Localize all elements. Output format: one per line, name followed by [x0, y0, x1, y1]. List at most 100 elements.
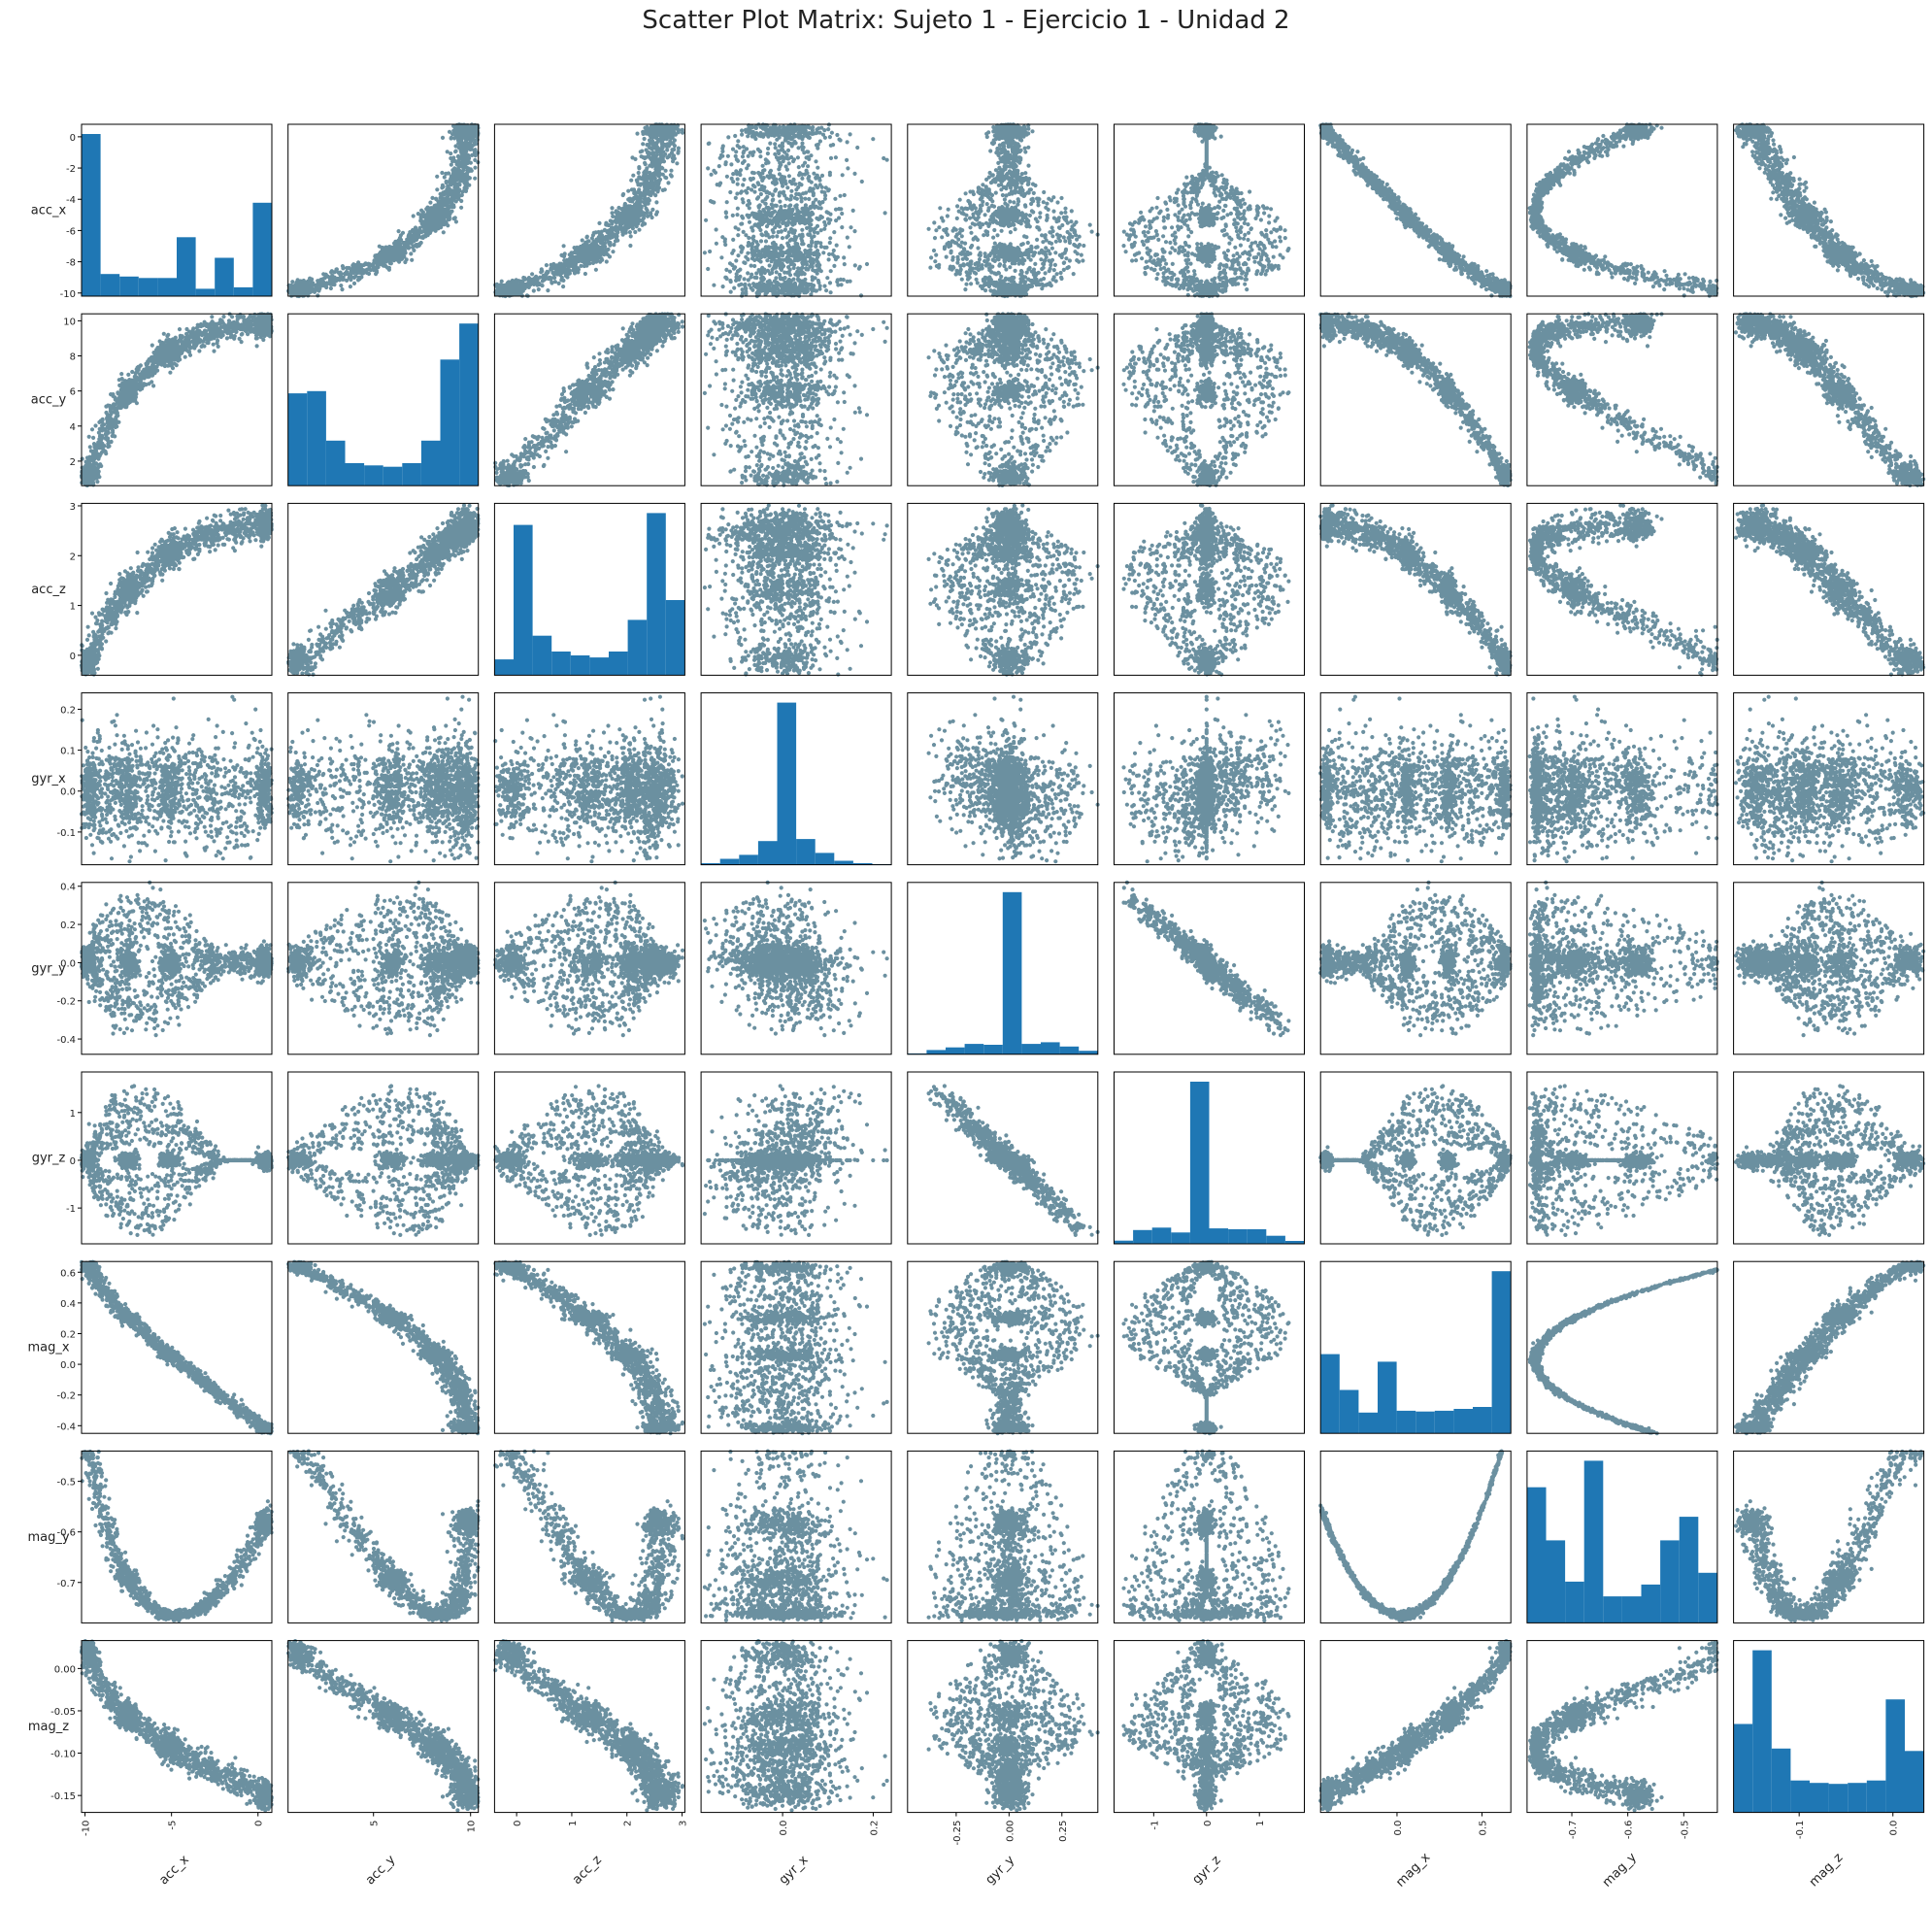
- subplot-gyr_x-vs-mag_y: [1526, 692, 1719, 866]
- subplot-acc_z-vs-acc_x: 3 2 1 0 acc_z: [31, 502, 274, 677]
- x-tick-label: -1: [1149, 1821, 1160, 1830]
- hist-bar: [1059, 1046, 1080, 1054]
- axis-frame: [493, 123, 685, 297]
- hist-bar: [796, 839, 816, 865]
- y-tick-label: 0.2: [60, 1329, 76, 1340]
- axis-frame: [907, 692, 1099, 866]
- scatter-points: [1527, 503, 1719, 677]
- hist-bar: [609, 652, 628, 676]
- subplot-gyr_z-vs-acc_y: [286, 1071, 481, 1245]
- x-axis-label: mag_x: [1393, 1850, 1433, 1890]
- subplot-acc_z-vs-gyr_x: [700, 502, 892, 677]
- subplot-mag_y-vs-acc_y: [287, 1449, 481, 1623]
- subplot-gyr_y-vs-mag_y: [1526, 880, 1719, 1055]
- hist-bar: [402, 463, 421, 486]
- hist-bar: [1491, 1271, 1512, 1434]
- axis-frame: [1526, 1071, 1718, 1245]
- subplot-mag_z-vs-acc_y: 5 10 acc_y: [286, 1639, 481, 1888]
- y-tick-label: 0.2: [60, 705, 76, 716]
- subplot-mag_y-vs-mag_y: [1526, 1450, 1718, 1623]
- subplot-mag_y-vs-mag_z: [1733, 1449, 1925, 1623]
- y-tick-label: 3: [70, 502, 76, 513]
- subplot-mag_z-vs-gyr_x: 0.0 0.2 gyr_x: [700, 1639, 892, 1888]
- axis-frame: [493, 1071, 685, 1245]
- y-tick-label: -0.7: [56, 1579, 76, 1589]
- subplot-acc_x-vs-acc_y: [286, 122, 481, 299]
- subplot-mag_z-vs-gyr_z: -1 0 1 gyr_z: [1114, 1639, 1305, 1888]
- y-tick-label: -2: [66, 164, 76, 175]
- scatter-points: [926, 1639, 1100, 1813]
- y-tick-label: -0.10: [50, 1750, 76, 1760]
- scatter-points: [1733, 312, 1926, 487]
- scatter-points: [1733, 503, 1926, 677]
- y-tick-label: 10: [63, 317, 76, 327]
- scatter-points: [702, 1449, 889, 1623]
- hist-bar: [1378, 1361, 1397, 1434]
- scatter-points: [79, 694, 274, 864]
- axis-frame: [1526, 1640, 1718, 1814]
- scatter-points: [493, 1449, 685, 1623]
- axis-frame: [493, 1640, 685, 1814]
- subplot-acc_z-vs-acc_z: [493, 502, 685, 676]
- hist-bar: [1698, 1572, 1717, 1623]
- scatter-points: [493, 694, 685, 864]
- axis-frame: [81, 1260, 273, 1434]
- hist-bar: [1473, 1407, 1492, 1434]
- y-tick-label: 0.1: [60, 747, 76, 757]
- y-axis-label: acc_x: [31, 204, 67, 218]
- subplot-mag_x-vs-acc_x: 0.6 0.4 0.2 0.0 -0.2 -0.4 mag_x: [27, 1259, 274, 1436]
- subplot-acc_y-vs-gyr_z: [1114, 312, 1305, 487]
- hist-bar: [1565, 1581, 1584, 1623]
- scatter-points: [79, 880, 274, 1038]
- scatter-points: [286, 1259, 481, 1436]
- subplot-acc_z-vs-mag_z: [1733, 502, 1926, 677]
- hist-bar: [983, 1045, 1003, 1054]
- subplot-acc_x-vs-acc_x: 0 -2 -4 -6 -8 -10 acc_x: [31, 123, 273, 300]
- scatter-points: [926, 503, 1100, 677]
- axis-frame: [1733, 882, 1925, 1055]
- subplot-gyr_x-vs-acc_z: [493, 692, 685, 866]
- subplot-gyr_z-vs-mag_y: [1526, 1071, 1719, 1245]
- axis-frame: [287, 313, 480, 486]
- hist-bar: [1228, 1229, 1248, 1244]
- x-tick-label: 5: [370, 1821, 381, 1826]
- axis-frame: [493, 692, 685, 866]
- subplot-gyr_y-vs-acc_x: 0.4 0.2 0.0 -0.2 -0.4 gyr_y: [31, 880, 274, 1055]
- subplot-acc_y-vs-acc_y: [287, 313, 480, 486]
- axis-frame: [1526, 882, 1718, 1055]
- y-tick-label: 0.4: [60, 1299, 76, 1310]
- hist-bar: [1151, 1227, 1172, 1244]
- scatter-points: [493, 122, 685, 299]
- hist-bar: [1021, 1044, 1041, 1054]
- subplot-mag_z-vs-acc_z: 0 1 2 3 acc_z: [493, 1639, 689, 1888]
- hist-bar: [964, 1044, 984, 1054]
- hist-bar: [1790, 1780, 1810, 1813]
- subplot-gyr_z-vs-mag_z: [1733, 1071, 1926, 1245]
- scatter-points: [702, 1259, 889, 1436]
- scatter-points: [1733, 1449, 1924, 1623]
- axis-frame: [1526, 502, 1718, 676]
- axis-frame: [907, 1260, 1099, 1434]
- hist-bar: [215, 257, 234, 296]
- hist-bar: [1416, 1411, 1435, 1434]
- subplot-gyr_z-vs-gyr_x: [700, 1071, 892, 1245]
- axis-frame: [700, 692, 892, 866]
- y-tick-label: -6: [66, 226, 76, 237]
- hist-bar: [757, 841, 778, 865]
- scatter-points: [79, 1084, 274, 1237]
- y-tick-label: 2: [70, 457, 76, 468]
- subplot-mag_x-vs-mag_z: [1733, 1259, 1926, 1436]
- hist-bar: [1266, 1235, 1285, 1244]
- x-axis-label: acc_x: [156, 1853, 192, 1889]
- scatter-points: [702, 880, 889, 1038]
- y-tick-label: -8: [66, 258, 76, 269]
- hist-bar: [1660, 1540, 1680, 1623]
- x-tick-label: 1: [568, 1821, 579, 1826]
- scatter-points: [493, 1259, 685, 1436]
- scatter-points: [286, 1084, 481, 1237]
- hist-bar: [1603, 1596, 1622, 1623]
- subplot-gyr_z-vs-acc_z: [493, 1071, 685, 1245]
- scatter-points: [926, 122, 1100, 299]
- axis-frame: [907, 123, 1099, 297]
- hist-bar: [1848, 1783, 1867, 1813]
